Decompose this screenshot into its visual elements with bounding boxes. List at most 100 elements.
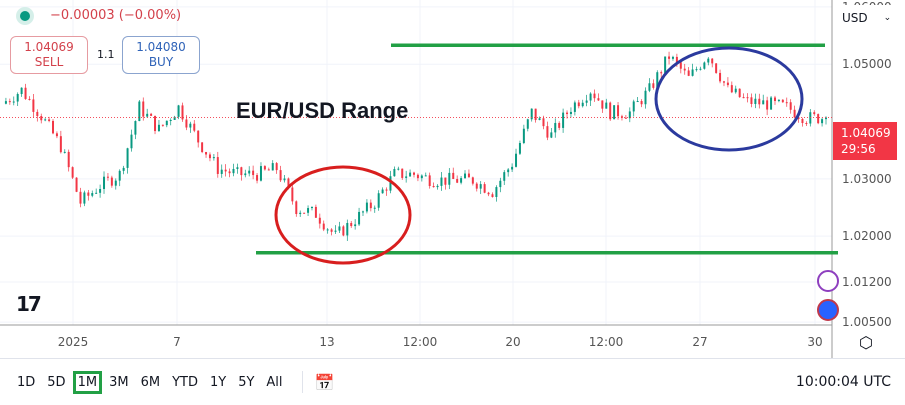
candle (766, 100, 769, 110)
candle (95, 192, 98, 194)
candle (248, 170, 251, 174)
range-1d[interactable]: 1D (17, 374, 36, 390)
candle (773, 97, 776, 102)
sell-price: 1.04069 (24, 40, 74, 54)
sell-label: SELL (34, 55, 64, 69)
candle (750, 97, 753, 104)
candle (719, 72, 722, 82)
candle (821, 119, 824, 124)
symbol-header: −0.00003 (−0.00%) (20, 8, 181, 23)
currency-select[interactable]: USD ⌄ (836, 5, 898, 31)
candle (562, 112, 565, 128)
candle (487, 192, 490, 195)
candle (660, 72, 663, 74)
range-5y[interactable]: 5Y (238, 374, 255, 390)
candle (770, 97, 773, 110)
candle (150, 113, 153, 116)
candle (424, 175, 427, 177)
annotation-title: EUR/USD Range (236, 98, 409, 123)
candle (130, 134, 133, 149)
candle (715, 63, 718, 73)
candle (83, 192, 86, 204)
candle (813, 112, 816, 115)
candle (801, 118, 804, 124)
go-to-date-icon[interactable]: 📅 (314, 372, 335, 392)
candle (730, 85, 733, 93)
candle (342, 226, 345, 236)
candle (628, 111, 631, 119)
candle (193, 123, 196, 131)
range-1m[interactable]: 1M (72, 370, 103, 394)
candle (118, 170, 121, 181)
clock[interactable]: 10:00:04 UTC (795, 374, 891, 390)
candle (389, 176, 392, 191)
range-low-circle (274, 165, 412, 265)
tradingview-logo[interactable]: 17 (16, 292, 42, 316)
candle (609, 102, 612, 120)
divider (301, 371, 303, 393)
range-ytd[interactable]: YTD (172, 374, 198, 390)
current-price: 1.04069 (841, 126, 891, 140)
candle (52, 120, 55, 134)
candle (691, 69, 694, 76)
price-chart[interactable]: 1.060001.050001.030001.020001.012001.005… (0, 0, 905, 358)
candle (307, 208, 310, 213)
candle (805, 123, 808, 125)
candle (546, 126, 549, 138)
range-all[interactable]: All (266, 374, 283, 390)
range-3m[interactable]: 3M (109, 374, 129, 390)
candle (55, 133, 58, 137)
candle (259, 166, 262, 181)
price-change: −0.00003 (−0.00%) (50, 8, 182, 23)
candle (413, 172, 415, 175)
candle (515, 153, 518, 167)
candle (201, 142, 204, 153)
candle (330, 229, 333, 232)
candle (381, 189, 384, 194)
candle (240, 167, 243, 176)
candle (522, 128, 525, 144)
candle (597, 98, 600, 101)
candle (640, 101, 643, 105)
y-tick-label: 1.03000 (842, 172, 892, 186)
candle (20, 87, 23, 95)
sell-button[interactable]: 1.04069 SELL (10, 36, 88, 74)
candle (460, 178, 463, 183)
candle (122, 167, 125, 171)
candle (785, 102, 788, 104)
candle (361, 211, 364, 213)
range-1y[interactable]: 1Y (209, 374, 227, 390)
chevron-down-icon: ⌄ (883, 13, 892, 23)
candle (326, 229, 329, 231)
candle (142, 101, 145, 117)
candle (585, 100, 588, 103)
x-tick-label: 12:00 (403, 335, 438, 349)
candle (126, 148, 129, 168)
x-tick-label: 27 (692, 335, 707, 349)
candle (177, 105, 180, 117)
candle (401, 168, 404, 178)
candle (456, 178, 459, 183)
candle (44, 119, 47, 121)
candle (185, 119, 188, 128)
candle (75, 177, 78, 192)
settings-icon[interactable]: ⬡ (859, 333, 873, 352)
candle (256, 175, 259, 181)
candle (711, 58, 714, 64)
candle (789, 102, 792, 110)
y-tick-label: 1.01200 (842, 275, 892, 289)
candle (742, 97, 745, 99)
candle (283, 178, 286, 181)
buy-price: 1.04080 (136, 40, 186, 54)
candle (71, 167, 74, 178)
candle (758, 98, 761, 105)
candle (373, 207, 376, 209)
range-6m[interactable]: 6M (140, 374, 161, 390)
candle (518, 143, 521, 154)
range-5d[interactable]: 5D (47, 374, 66, 390)
candle (605, 102, 608, 109)
candle (464, 173, 467, 179)
candle (444, 177, 447, 185)
buy-button[interactable]: 1.04080 BUY (122, 36, 200, 74)
candle (636, 101, 639, 103)
